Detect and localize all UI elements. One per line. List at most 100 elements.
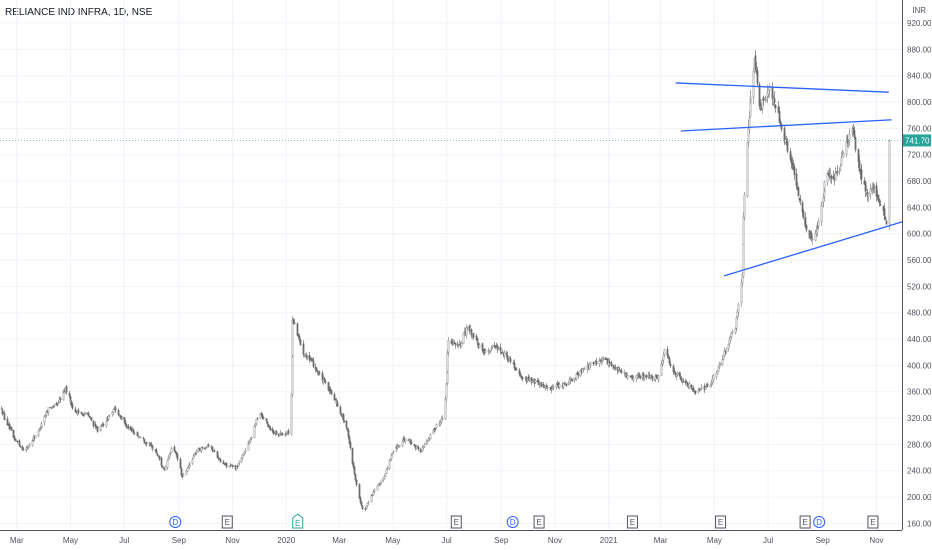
earnings-marker[interactable]: E <box>868 516 878 528</box>
candle-body <box>340 407 341 414</box>
candle-body <box>19 441 20 446</box>
candle-body <box>447 354 448 372</box>
candle-body <box>701 387 702 388</box>
candle-body <box>589 364 590 368</box>
candle-body <box>859 161 860 171</box>
candle-body <box>458 345 459 346</box>
earnings-marker[interactable]: E <box>627 516 637 528</box>
candle-body <box>496 345 497 346</box>
candle-body <box>584 368 585 369</box>
candle-body <box>239 461 240 463</box>
marker-label: D <box>816 518 822 527</box>
candle-body <box>380 483 381 484</box>
candle-body <box>624 372 625 373</box>
marker-label: E <box>802 518 807 527</box>
candle-body <box>600 360 601 362</box>
candle-body <box>794 167 795 175</box>
candle-body <box>747 142 748 196</box>
x-tick-label: May <box>707 536 722 545</box>
candle-body <box>162 466 163 467</box>
candle-body <box>60 398 61 399</box>
candle-body <box>361 502 362 505</box>
earnings-marker[interactable]: E <box>716 516 726 528</box>
candle-body <box>713 376 714 380</box>
candle-body <box>495 347 496 348</box>
candle-body <box>802 203 803 212</box>
candle-body <box>755 56 756 70</box>
x-axis[interactable]: Mar May Jul Sep Nov 2020 Mar May Jul Sep Nov 2021 Ma… <box>0 531 902 546</box>
trendlines-layer[interactable] <box>676 83 902 276</box>
marker-label: E <box>295 519 300 528</box>
candle-body <box>78 411 79 413</box>
y-axis[interactable]: 920.00 880.00 840.00 800.00 760.00 720.00 680.… <box>903 0 932 530</box>
candle-body <box>485 351 486 352</box>
candle-body <box>627 375 628 378</box>
candle-body <box>303 344 304 355</box>
candle-body <box>435 428 436 429</box>
split-marker[interactable]: E <box>293 514 303 528</box>
candle-body <box>677 373 678 375</box>
rising-support-line[interactable] <box>724 222 902 276</box>
candle-body <box>72 405 73 409</box>
candle-body <box>433 432 434 434</box>
candle-body <box>270 428 271 430</box>
candle-body <box>663 355 664 360</box>
dividend-marker[interactable]: D <box>170 517 181 528</box>
x-tick-label: 2020 <box>277 536 295 545</box>
candle-body <box>267 422 268 424</box>
candle-body <box>683 381 684 382</box>
candle-body <box>241 458 242 461</box>
marker-label: E <box>870 518 875 527</box>
candle-body <box>687 383 688 386</box>
y-tick-label: 880.00 <box>907 45 932 54</box>
candle-body <box>732 332 733 333</box>
candle-body <box>510 358 511 361</box>
candle-body <box>126 424 127 427</box>
candle-body <box>297 324 298 336</box>
candle-body <box>359 485 360 495</box>
candle-body <box>556 385 557 387</box>
candle-body <box>646 376 647 377</box>
candle-body <box>238 464 239 466</box>
candle-body <box>385 474 386 477</box>
x-tick-label: Nov <box>548 536 562 545</box>
candle-body <box>762 100 763 109</box>
candle-body <box>815 234 816 241</box>
candle-body <box>596 361 597 363</box>
candle-body <box>885 217 886 218</box>
candle-body <box>668 357 669 358</box>
candle-body <box>58 402 59 403</box>
candle-body <box>17 441 18 442</box>
earnings-marker[interactable]: E <box>222 516 232 528</box>
candle-body <box>774 98 775 102</box>
candle-body <box>307 357 308 358</box>
y-tick-label: 440.00 <box>907 335 932 344</box>
candle-body <box>353 463 354 468</box>
dividend-marker[interactable]: D <box>507 517 518 528</box>
candle-body <box>559 384 560 387</box>
candle-body <box>448 340 449 352</box>
earnings-marker[interactable]: E <box>800 516 810 528</box>
candle-body <box>95 424 96 426</box>
candle-body <box>424 445 425 447</box>
candle-body <box>411 442 412 443</box>
earnings-marker[interactable]: E <box>451 516 461 528</box>
candle-body <box>679 373 680 376</box>
candle-body <box>349 437 350 443</box>
mid-resistance-line[interactable] <box>681 120 892 131</box>
candle-body <box>324 379 325 381</box>
candle-body <box>760 103 761 106</box>
candle-body <box>159 456 160 459</box>
candle-body <box>430 435 431 439</box>
upper-resistance-line[interactable] <box>676 83 889 92</box>
candle-body <box>288 431 289 434</box>
candle-body <box>621 370 622 372</box>
dividend-marker[interactable]: D <box>814 517 825 528</box>
candle-body <box>806 225 807 230</box>
y-tick-label: 160.00 <box>907 519 932 528</box>
earnings-marker[interactable]: E <box>534 516 544 528</box>
candle-body <box>743 244 744 277</box>
candle-body <box>269 427 270 428</box>
